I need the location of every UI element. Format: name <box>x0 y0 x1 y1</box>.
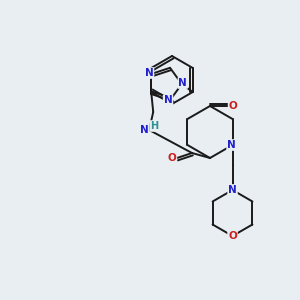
Text: N: N <box>178 78 187 88</box>
Text: N: N <box>227 140 236 150</box>
Text: O: O <box>168 153 176 163</box>
Text: N: N <box>228 185 237 195</box>
Text: H: H <box>150 121 158 131</box>
Text: O: O <box>229 101 237 111</box>
Text: N: N <box>140 125 148 135</box>
Text: O: O <box>228 231 237 241</box>
Text: N: N <box>145 68 153 78</box>
Text: N: N <box>164 95 172 105</box>
